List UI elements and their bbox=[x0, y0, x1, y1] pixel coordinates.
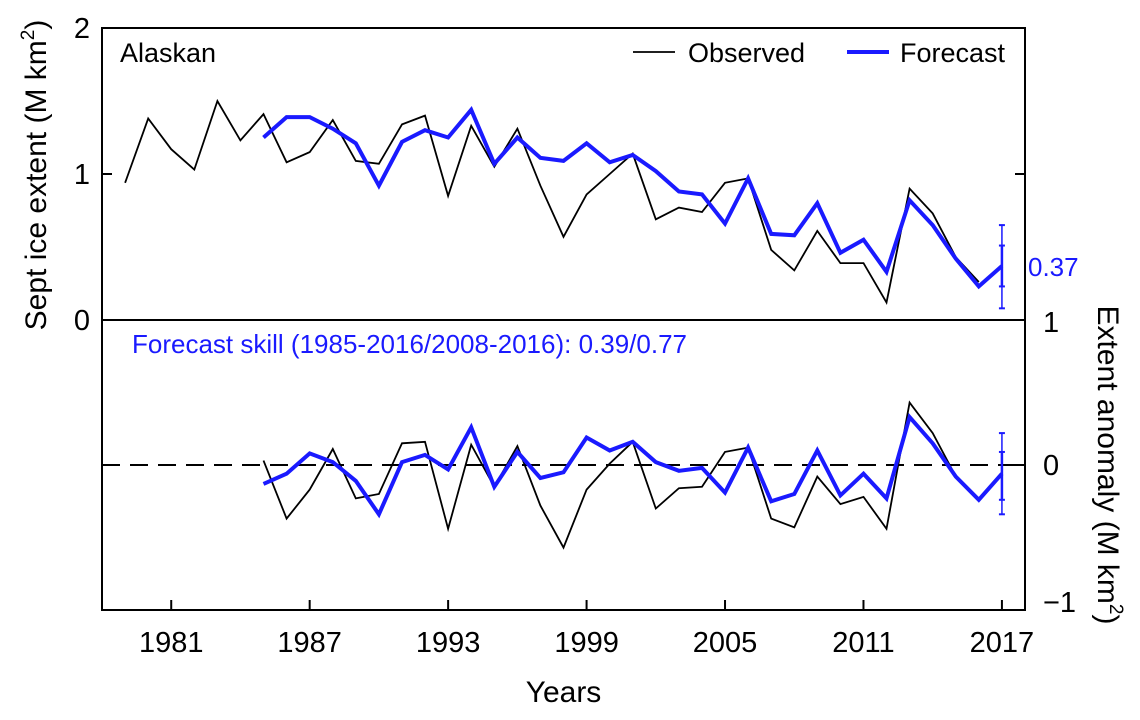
bottom-y-tick-label: −1 bbox=[1043, 587, 1076, 619]
x-axis-title: Years bbox=[526, 676, 602, 709]
top-y-tick-label: 2 bbox=[74, 13, 90, 45]
right-y-axis-title: Extent anomaly (M km2) bbox=[1091, 306, 1126, 625]
top-panel-frame bbox=[101, 27, 1026, 321]
right-y-axis-title-close: ) bbox=[1091, 615, 1124, 625]
left-y-axis-title-main: Sept ice extent (M km bbox=[20, 40, 53, 330]
bottom-y-tick-label: 0 bbox=[1043, 450, 1059, 482]
x-tick-label: 1981 bbox=[139, 627, 204, 659]
right-y-axis-title-sup: 2 bbox=[1105, 604, 1126, 615]
top-observed-line bbox=[124, 98, 980, 305]
x-tick-label: 2005 bbox=[693, 627, 758, 659]
legend-observed-label: Observed bbox=[688, 38, 805, 68]
top-forecast-line bbox=[262, 106, 1004, 290]
bottom-observed-line bbox=[262, 400, 980, 550]
panel-label: Alaskan bbox=[120, 38, 216, 68]
bottom-y-tick-label: 1 bbox=[1043, 307, 1059, 339]
left-y-axis-title: Sept ice extent (M km2) bbox=[18, 20, 53, 331]
x-tick-label: 1999 bbox=[554, 627, 619, 659]
x-tick-label: 2011 bbox=[832, 627, 894, 659]
x-tick-label: 1987 bbox=[277, 627, 342, 659]
top-y-tick-label: 1 bbox=[74, 159, 90, 191]
legend-forecast-label: Forecast bbox=[900, 38, 1006, 68]
forecast-end-label: 0.37 bbox=[1028, 252, 1079, 282]
top-y-tick-label: 0 bbox=[74, 305, 90, 337]
x-tick-label: 2017 bbox=[970, 627, 1035, 659]
left-y-axis-title-sup: 2 bbox=[18, 30, 39, 41]
forecast-skill-annotation: Forecast skill (1985-2016/2008-2016): 0.… bbox=[132, 329, 687, 359]
right-y-axis-title-main: Extent anomaly (M km bbox=[1091, 306, 1124, 604]
left-y-axis-title-close: ) bbox=[20, 20, 53, 30]
x-tick-label: 1993 bbox=[416, 627, 481, 659]
frame-layer bbox=[101, 27, 1026, 611]
text-layer: 1981 1987 1993 1999 2005 2011 2017 0 1 2 −1 0 1 Alask… bbox=[18, 13, 1126, 709]
series-layer bbox=[124, 98, 1005, 550]
